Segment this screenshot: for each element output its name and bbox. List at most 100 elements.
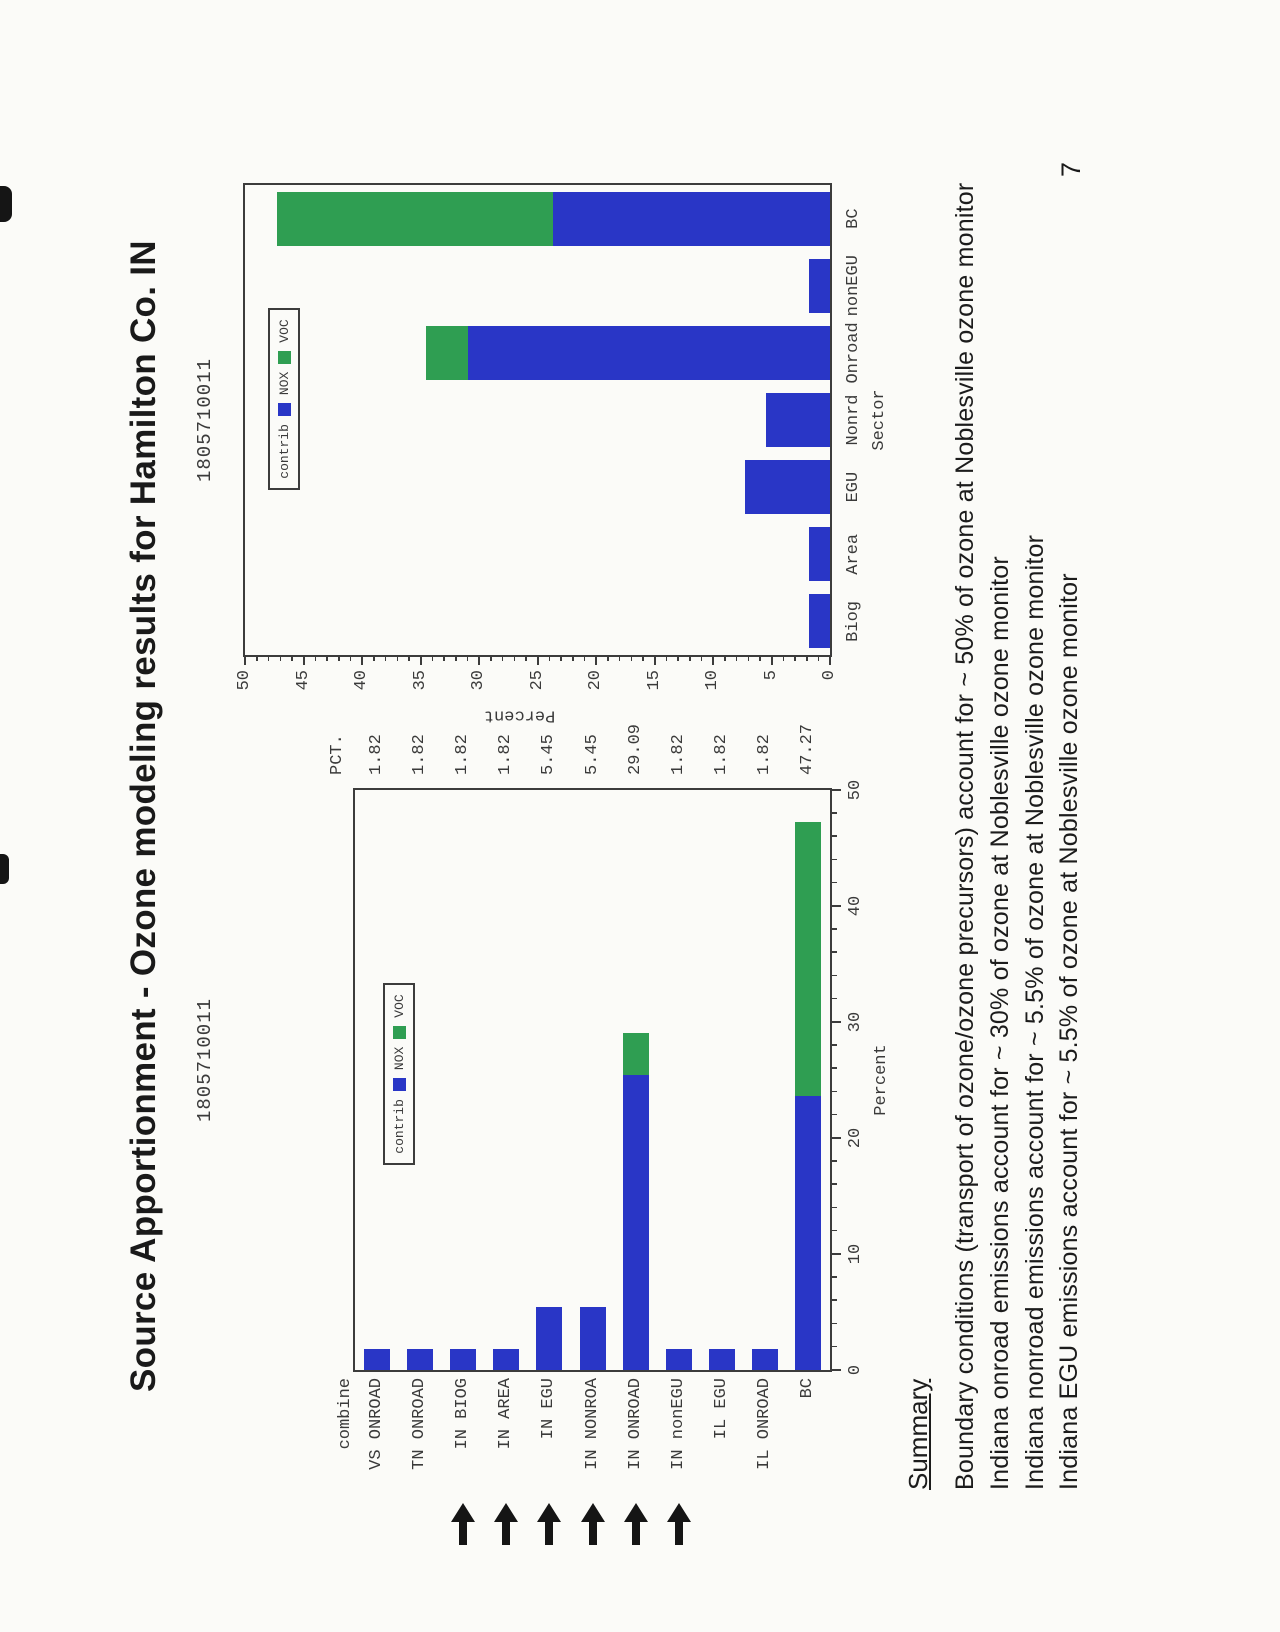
tick-mark [832,905,841,907]
chart2-plot-frame [243,183,832,657]
tick-label: 20 [846,1127,865,1149]
row-arrow-icon [623,1502,649,1546]
legend-swatch-voc [277,350,291,364]
bar-segment-nox [579,1306,606,1370]
bar-segment-nox [468,325,830,380]
row-arrow-icon [666,1502,692,1546]
minor-tick [832,812,837,814]
minor-tick [832,1160,837,1162]
scan-artifact [0,854,9,884]
chart2-category-axis-title: Sector [870,389,889,451]
scan-artifact [0,186,12,222]
minor-tick [832,1299,837,1301]
chart1-category-axis-label: combine [336,1378,355,1450]
minor-tick [501,657,504,661]
tick-mark [302,657,305,665]
row-arrow-icon [536,1502,562,1546]
pct-value: 5.45 [539,734,559,775]
chart1-legend: contrib NOX VOC [383,983,415,1165]
tick-label: 50 [846,779,865,801]
minor-tick [817,657,820,661]
tick-label: 30 [846,1011,865,1033]
minor-tick [618,657,621,661]
minor-tick [832,1113,837,1116]
minor-tick [832,928,837,930]
minor-tick [384,657,387,661]
minor-tick [267,657,270,661]
legend-label-voc: VOC [391,994,407,1018]
minor-tick [373,657,375,661]
bar-segment-voc [276,191,554,246]
minor-tick [794,657,796,661]
bar-segment-voc [425,325,469,380]
tick-mark [361,657,363,665]
minor-tick [548,657,551,661]
minor-tick [256,657,258,661]
minor-tick [607,657,609,661]
page-number: 7 [1056,161,1086,177]
pct-value: 1.82 [755,734,775,775]
bar-segment-nox [808,258,830,313]
tick-mark [419,657,422,665]
minor-tick [291,657,293,661]
minor-tick [832,974,837,977]
minor-tick [832,858,837,861]
minor-tick [408,657,410,661]
minor-tick [396,657,399,661]
legend-label-voc: VOC [276,319,292,343]
minor-tick [832,1229,837,1232]
category-label: VS ONROAD [366,1378,386,1470]
minor-tick [583,657,586,661]
pct-value: 5.45 [582,734,602,775]
bar-segment-voc [795,821,822,1096]
tick-mark [712,657,714,665]
bar-segment-nox [622,1074,649,1370]
minor-tick [443,657,445,661]
bar-segment-nox [450,1348,476,1370]
minor-tick [279,657,282,661]
minor-tick [560,657,562,661]
category-label: IL ONROAD [755,1378,775,1470]
tick-mark [595,657,597,665]
minor-tick [630,657,633,661]
minor-tick [431,657,434,661]
tick-mark [478,657,480,665]
category-label: BC [798,1378,818,1399]
pct-value: 1.82 [453,734,472,775]
bar-segment-nox [536,1306,563,1370]
pct-value: 1.82 [409,734,429,775]
tick-label: 10 [846,1243,865,1265]
bar-segment-nox [766,393,830,447]
tick-mark [832,1137,841,1139]
pct-value: 1.82 [366,734,386,775]
bar-segment-nox [406,1348,433,1370]
tick-label: 40 [846,895,865,917]
legend-swatch-voc [392,1025,406,1039]
tick-mark [244,657,246,665]
minor-tick [832,1276,837,1278]
summary-line: Indiana nonroad emissions account for ~ … [1020,534,1049,1490]
summary-line: Boundary conditions (transport of ozone/… [951,182,979,1490]
legend-label-nox: NOX [276,371,292,396]
minor-tick [665,657,668,661]
tick-label: 0 [846,1364,865,1376]
minor-tick [806,657,808,661]
minor-tick [466,657,469,661]
bar-segment-nox [752,1348,779,1370]
tick-label: 15 [644,670,664,691]
minor-tick [832,1322,837,1325]
summary-section: Summary Boundary conditions (transport o… [903,150,1087,1490]
category-label: IL EGU [712,1378,731,1440]
minor-tick [525,657,527,661]
minor-tick [326,657,328,661]
minor-tick [338,657,340,661]
tick-mark [536,657,539,665]
row-arrow-icon [450,1502,476,1546]
bar-segment-nox [795,1095,822,1370]
row-arrow-icon [493,1502,519,1546]
minor-tick [832,951,837,953]
minor-tick [314,657,317,661]
chart1-pct-header: PCT. [328,734,347,775]
